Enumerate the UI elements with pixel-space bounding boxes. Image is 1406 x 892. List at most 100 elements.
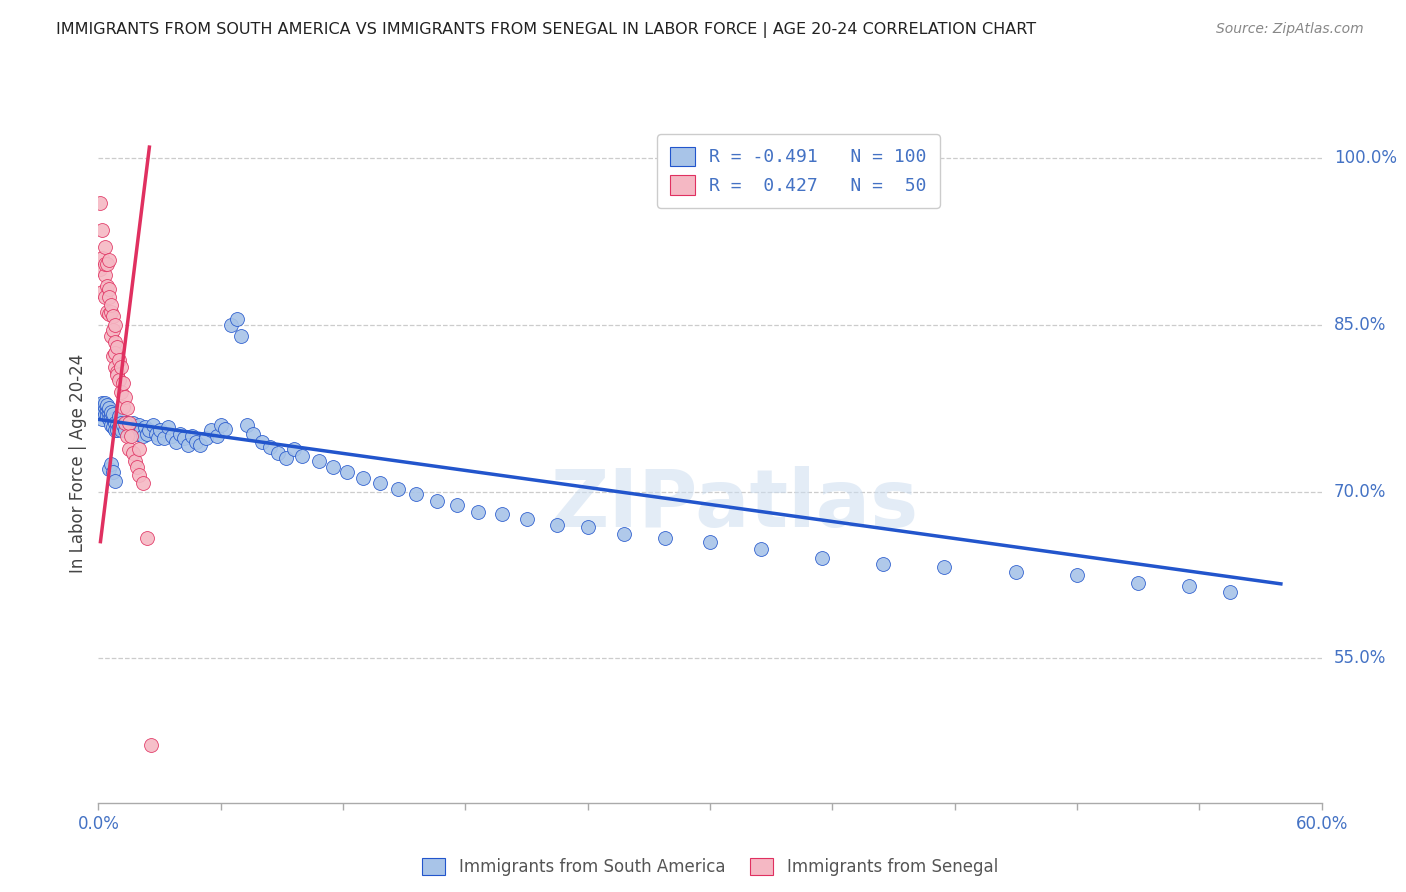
Point bbox=[127, 426, 149, 441]
Point bbox=[138, 424, 160, 438]
Point bbox=[93, 268, 115, 282]
Point bbox=[96, 304, 118, 318]
Point bbox=[101, 309, 124, 323]
Point bbox=[100, 298, 122, 312]
Point bbox=[97, 407, 120, 421]
Point bbox=[93, 290, 115, 304]
Point bbox=[291, 449, 314, 463]
Point bbox=[242, 426, 264, 441]
Point bbox=[93, 240, 115, 254]
Point bbox=[97, 412, 120, 426]
Point bbox=[108, 420, 131, 434]
Point bbox=[91, 223, 114, 237]
Point bbox=[259, 440, 281, 454]
Point bbox=[132, 475, 155, 490]
Point bbox=[128, 442, 150, 457]
Point bbox=[136, 426, 159, 441]
Point bbox=[101, 407, 124, 421]
Point bbox=[114, 390, 136, 404]
Point bbox=[613, 526, 636, 541]
Point bbox=[322, 460, 344, 475]
Point bbox=[152, 431, 174, 445]
Point bbox=[104, 416, 127, 430]
Point bbox=[100, 457, 122, 471]
Point bbox=[91, 412, 114, 426]
Text: 85.0%: 85.0% bbox=[1334, 316, 1386, 334]
Point bbox=[128, 467, 150, 482]
Text: 100.0%: 100.0% bbox=[1334, 149, 1398, 167]
Point bbox=[446, 498, 468, 512]
Y-axis label: In Labor Force | Age 20-24: In Labor Force | Age 20-24 bbox=[69, 354, 87, 574]
Point bbox=[89, 401, 111, 416]
Point bbox=[214, 422, 236, 436]
Point bbox=[145, 426, 167, 441]
Point bbox=[105, 417, 128, 432]
Point bbox=[387, 483, 409, 497]
Text: 55.0%: 55.0% bbox=[1334, 649, 1386, 667]
Point bbox=[111, 376, 134, 390]
Point bbox=[97, 282, 120, 296]
Point bbox=[142, 417, 165, 432]
Point bbox=[100, 409, 122, 423]
Point bbox=[872, 557, 894, 571]
Point bbox=[181, 429, 204, 443]
Point bbox=[93, 395, 115, 409]
Point bbox=[101, 412, 124, 426]
Point bbox=[110, 424, 132, 438]
Point bbox=[104, 334, 127, 349]
Point bbox=[250, 434, 273, 449]
Point bbox=[108, 353, 131, 368]
Text: Source: ZipAtlas.com: Source: ZipAtlas.com bbox=[1216, 22, 1364, 37]
Point bbox=[368, 475, 391, 490]
Point bbox=[654, 531, 676, 545]
Point bbox=[97, 462, 120, 476]
Point bbox=[122, 416, 145, 430]
Point bbox=[96, 398, 118, 412]
Point bbox=[308, 453, 330, 467]
Point bbox=[96, 409, 118, 423]
Point bbox=[1004, 565, 1026, 579]
Point bbox=[177, 438, 200, 452]
Point bbox=[516, 512, 538, 526]
Point bbox=[111, 400, 134, 414]
Point bbox=[104, 360, 127, 375]
Point bbox=[104, 424, 127, 438]
Point bbox=[467, 505, 489, 519]
Point bbox=[104, 474, 127, 488]
Point bbox=[110, 416, 132, 430]
Point bbox=[165, 434, 187, 449]
Point bbox=[141, 738, 163, 752]
Point bbox=[283, 442, 305, 457]
Point bbox=[105, 340, 128, 354]
Point bbox=[100, 404, 122, 418]
Point bbox=[128, 417, 150, 432]
Point bbox=[205, 429, 228, 443]
Point bbox=[110, 360, 132, 375]
Point bbox=[160, 429, 183, 443]
Point bbox=[105, 424, 128, 438]
Point bbox=[101, 323, 124, 337]
Point bbox=[576, 520, 599, 534]
Point bbox=[104, 345, 127, 359]
Point bbox=[105, 365, 128, 379]
Point bbox=[1066, 568, 1088, 582]
Point bbox=[405, 487, 427, 501]
Point bbox=[111, 417, 134, 432]
Point bbox=[118, 442, 141, 457]
Point bbox=[115, 429, 138, 443]
Point bbox=[122, 446, 145, 460]
Point bbox=[226, 312, 249, 326]
Text: ZIPatlas: ZIPatlas bbox=[550, 466, 918, 543]
Point bbox=[267, 446, 290, 460]
Point bbox=[110, 384, 132, 399]
Point bbox=[89, 262, 111, 277]
Point bbox=[749, 542, 772, 557]
Point bbox=[1219, 584, 1241, 599]
Point bbox=[93, 407, 115, 421]
Legend: Immigrants from South America, Immigrants from Senegal: Immigrants from South America, Immigrant… bbox=[415, 851, 1005, 882]
Point bbox=[96, 279, 118, 293]
Point bbox=[91, 395, 114, 409]
Point bbox=[118, 416, 141, 430]
Point bbox=[115, 416, 138, 430]
Point bbox=[96, 257, 118, 271]
